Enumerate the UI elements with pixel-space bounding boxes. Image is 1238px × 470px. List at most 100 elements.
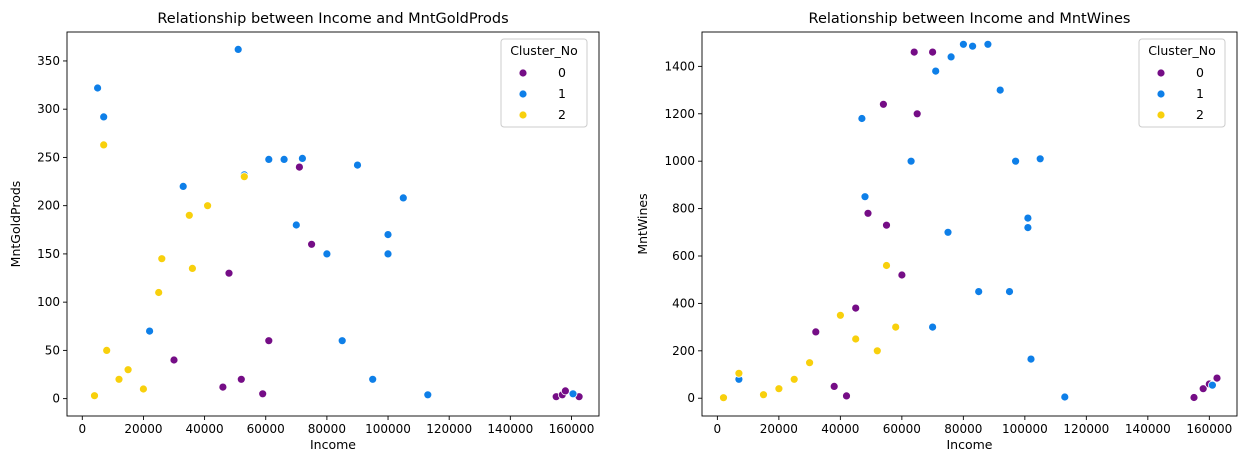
y-tick-label: 150: [37, 247, 60, 261]
scatter-point-cluster-1: [279, 154, 289, 164]
scatter-point-cluster-0: [909, 47, 919, 57]
legend-title: Cluster_No: [1148, 43, 1216, 58]
scatter-point-cluster-2: [789, 374, 799, 384]
scatter-point-cluster-2: [891, 322, 901, 332]
scatter-point-cluster-1: [931, 66, 941, 76]
y-tick-label: 1400: [664, 59, 695, 73]
scatter-point-cluster-1: [857, 114, 867, 123]
scatter-point-cluster-1: [959, 39, 968, 49]
scatter-point-cluster-0: [561, 386, 570, 396]
chart-gold-prods: Relationship between Income and MntGoldP…: [8, 11, 600, 452]
chart-title: Relationship between Income and MntWines: [809, 11, 1131, 27]
chart-title: Relationship between Income and MntGoldP…: [157, 11, 508, 27]
y-tick-label: 50: [45, 343, 60, 357]
y-axis-label: MntGoldProds: [8, 181, 23, 268]
scatter-point-cluster-1: [1011, 156, 1020, 166]
scatter-point-cluster-0: [842, 391, 851, 401]
scatter-point-cluster-0: [829, 381, 839, 391]
scatter-point-cluster-1: [93, 83, 102, 93]
scatter-point-cluster-2: [759, 390, 768, 400]
legend: Cluster_No 0 1 2: [1138, 38, 1226, 128]
chart-wines: Relationship between Income and MntWines…: [635, 11, 1238, 452]
x-tick-label: 20000: [760, 422, 798, 436]
scatter-point-cluster-0: [1212, 373, 1222, 383]
x-tick-label: 100000: [1002, 422, 1048, 436]
scatter-point-cluster-1: [995, 85, 1005, 95]
legend-entry-label: 1: [558, 86, 566, 101]
scatter-point-cluster-2: [154, 288, 164, 297]
scatter-point-cluster-0: [882, 220, 891, 230]
scatter-point-cluster-0: [236, 374, 246, 384]
x-tick-label: 80000: [944, 422, 982, 436]
scatter-point-cluster-2: [114, 374, 124, 384]
legend-marker-cluster-2: [1156, 110, 1166, 120]
y-tick-label: 100: [37, 295, 60, 309]
scatter-point-cluster-2: [836, 310, 845, 320]
legend-entry-label: 0: [558, 65, 566, 80]
scatter-point-cluster-2: [184, 210, 194, 220]
legend: Cluster_No 0 1 2: [500, 38, 588, 128]
y-tick-label: 800: [672, 202, 695, 216]
x-tick-label: 20000: [124, 422, 162, 436]
x-tick-label: 60000: [883, 422, 921, 436]
scatter-point-cluster-1: [1060, 392, 1070, 402]
scatter-point-cluster-2: [239, 172, 249, 182]
scatter-point-cluster-1: [968, 41, 977, 51]
x-tick-label: 60000: [247, 422, 285, 436]
scatter-point-cluster-2: [882, 261, 891, 270]
plot-frame: [701, 31, 1238, 417]
scatter-point-cluster-0: [928, 47, 937, 57]
scatter-point-cluster-1: [233, 45, 243, 54]
scatter-point-cluster-1: [1023, 223, 1033, 233]
scatter-point-cluster-1: [928, 322, 937, 332]
scatter-point-cluster-1: [1005, 287, 1014, 297]
points-layer: [90, 45, 584, 402]
scatter-point-cluster-0: [863, 208, 873, 218]
scatter-point-cluster-1: [1208, 380, 1217, 390]
scatter-point-cluster-1: [322, 249, 332, 259]
scatter-point-cluster-2: [805, 358, 814, 368]
plot-frame: [66, 31, 600, 417]
x-tick-label: 40000: [185, 422, 223, 436]
scatter-point-cluster-1: [297, 153, 307, 163]
x-tick-label: 120000: [426, 422, 472, 436]
scatter-point-cluster-0: [879, 99, 888, 109]
y-tick-label: 1000: [664, 154, 695, 168]
legend-marker-cluster-0: [1156, 68, 1166, 78]
scatter-point-cluster-1: [1035, 154, 1045, 164]
scatter-point-cluster-1: [974, 287, 984, 297]
scatter-point-cluster-0: [264, 336, 274, 346]
scatter-point-cluster-0: [258, 389, 268, 399]
x-axis-label: Income: [947, 437, 993, 452]
legend-marker-cluster-1: [1156, 89, 1166, 99]
scatter-point-cluster-2: [203, 201, 213, 211]
legend-box: [1138, 38, 1226, 128]
legend-marker-cluster-2: [518, 110, 528, 120]
x-tick-label: 100000: [365, 422, 411, 436]
scatter-point-cluster-1: [568, 389, 578, 399]
y-tick-label: 1200: [664, 107, 695, 121]
x-tick-label: 140000: [1125, 422, 1171, 436]
scatter-point-cluster-2: [774, 384, 784, 394]
scatter-point-cluster-1: [368, 374, 378, 384]
scatter-point-cluster-2: [123, 365, 133, 375]
scatter-point-cluster-1: [946, 52, 956, 62]
scatter-point-cluster-1: [353, 160, 362, 170]
scatter-point-cluster-2: [187, 263, 197, 273]
scatter-point-cluster-2: [138, 384, 148, 394]
scatter-point-cluster-1: [178, 181, 188, 191]
scatter-point-cluster-0: [851, 303, 861, 313]
scatter-point-cluster-2: [157, 254, 167, 264]
scatter-point-cluster-1: [860, 192, 870, 202]
legend-entry-label: 2: [558, 107, 566, 122]
y-tick-label: 0: [52, 392, 60, 406]
scatter-point-cluster-1: [983, 39, 993, 49]
x-tick-label: 80000: [308, 422, 346, 436]
scatter-point-cluster-2: [872, 346, 882, 356]
scatter-point-cluster-1: [1023, 213, 1033, 223]
y-tick-label: 350: [37, 54, 60, 68]
y-tick-label: 250: [37, 150, 60, 164]
scatter-point-cluster-0: [1198, 384, 1208, 394]
scatter-point-cluster-2: [102, 345, 112, 355]
